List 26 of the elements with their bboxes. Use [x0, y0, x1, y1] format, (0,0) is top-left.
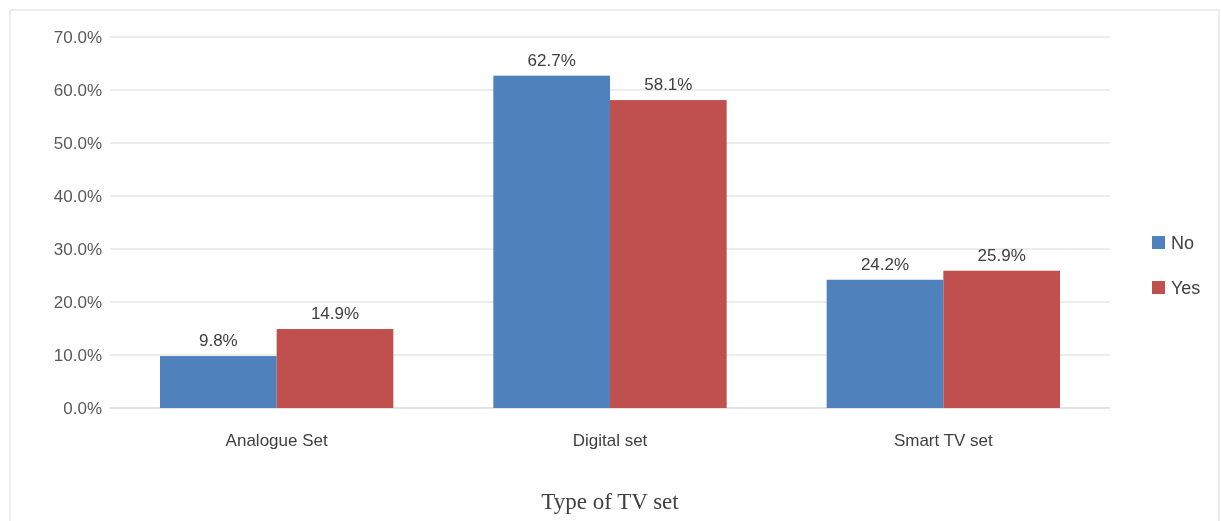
y-tick-label: 50.0%: [53, 134, 102, 153]
y-tick-label: 40.0%: [53, 187, 102, 206]
x-axis-title: Type of TV set: [541, 489, 680, 514]
x-tick-label: Smart TV set: [893, 431, 994, 450]
legend-label: Yes: [1171, 278, 1201, 298]
x-tick-label: Analogue Set: [225, 431, 328, 450]
data-label: 62.7%: [527, 50, 576, 70]
bar: [826, 279, 944, 408]
data-label: 9.8%: [198, 331, 238, 351]
bar: [276, 329, 394, 408]
legend-label: No: [1171, 233, 1195, 253]
bar: [493, 75, 610, 408]
data-label: 58.1%: [644, 75, 693, 95]
y-tick-label: 70.0%: [53, 28, 102, 47]
bar: [610, 100, 727, 408]
y-tick-label: 10.0%: [53, 346, 102, 365]
data-label: 14.9%: [310, 304, 360, 324]
data-label: 25.9%: [977, 245, 1026, 265]
y-tick-label: 0.0%: [63, 399, 102, 418]
x-tick-label: Digital set: [572, 431, 648, 450]
y-tick-label: 30.0%: [53, 240, 102, 259]
bar: [943, 270, 1060, 408]
bar: [160, 356, 277, 408]
y-tick-label: 60.0%: [53, 81, 102, 100]
y-tick-label: 20.0%: [53, 293, 102, 312]
data-label: 24.2%: [860, 254, 910, 274]
